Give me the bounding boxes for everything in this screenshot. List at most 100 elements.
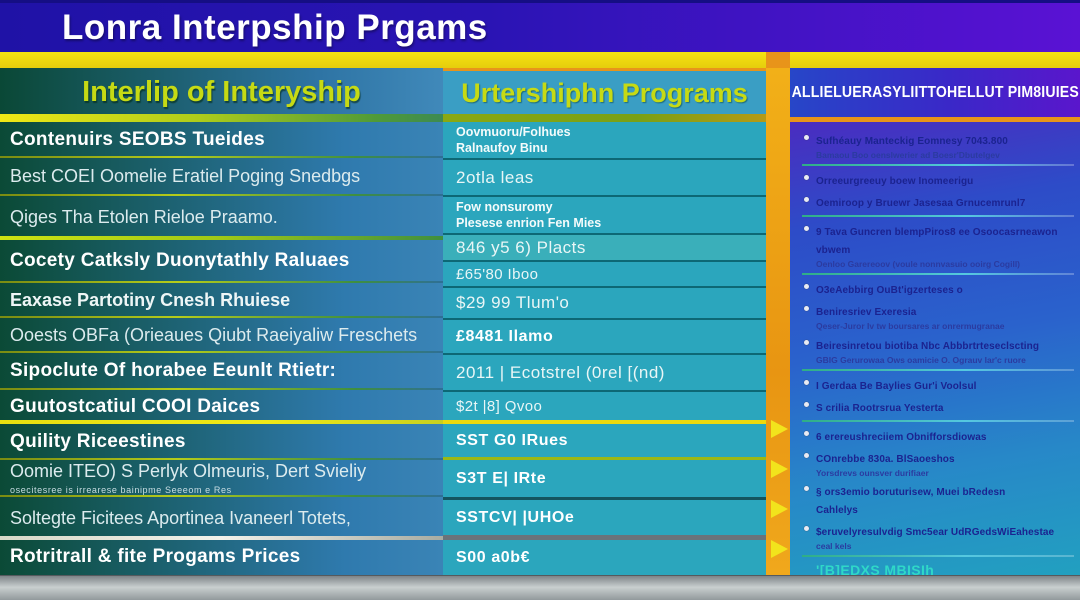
note-subtext: Qeser-Juror Iv tw boursares ar onrermugr… xyxy=(816,321,1005,332)
left-column-header-label: Interlip of Interyship xyxy=(82,75,361,108)
note-text: Beiresinretou biotiba Nbc Abbbrtrtesecls… xyxy=(816,340,1040,352)
note-text: COnrebbe 830a. BlSaoeshos xyxy=(816,453,955,465)
row-label: Contenuirs SEOBS Tueides xyxy=(10,128,265,150)
note-text: § ors3emio boruturisew, Muei bRedesn Cah… xyxy=(816,486,1006,516)
note-subtext: Yorsdrevs ounsver durifiaer xyxy=(816,467,929,478)
bullet-icon xyxy=(804,197,809,203)
note-item: Sufhéauy Manteckig Eomnesy 7043.800 Bama… xyxy=(802,131,1074,160)
table-row: Qiges Tha Etolen Rieloe Praamo. xyxy=(0,196,443,240)
table-cell: Fow nonsuromy Plesese enrion Fen Mies xyxy=(443,197,766,235)
bullet-icon xyxy=(804,379,809,385)
note-item: S crilia Rootrsrua Yesterta xyxy=(802,398,1074,416)
table-cell: 846 y5 6) Placts xyxy=(443,235,766,262)
note-item: 6 erereushreciiem Obnifforsdiowas xyxy=(802,427,1074,445)
table-cell: $2t |8] Qvoo xyxy=(443,392,766,424)
table-row: Cocety Catksly Duonytathly Raluaes xyxy=(0,240,443,283)
note-divider xyxy=(802,368,1074,371)
table-cell: £65'80 Iboo xyxy=(443,262,766,288)
table-row: Guutostcatiul COOI Daices xyxy=(0,390,443,424)
note-item: Orreeurgreeuy boew Inomeerigu xyxy=(802,171,1074,189)
note-text: Orreeurgreeuy boew Inomeerigu xyxy=(816,176,974,188)
header-underline-stripe xyxy=(443,114,766,122)
bullet-icon xyxy=(804,284,809,290)
middle-column-header-label: Urtershiphn Programs xyxy=(461,78,748,108)
row-label: Guutostcatiul COOI Daices xyxy=(10,395,261,417)
cell-value: $2t |8] Qvoo xyxy=(456,397,543,415)
bullet-icon xyxy=(804,175,809,181)
arrow-right-icon xyxy=(771,460,788,478)
row-label: Rotritrall & fite Progams Prices xyxy=(10,546,301,568)
table-cell: 2011 | Ecotstrel (0rel [(nd) xyxy=(443,355,766,392)
note-item-highlight: '[B]EDXS MBISIh FODSXMNTEKBNZS xyxy=(802,562,1074,575)
arrow-right-icon xyxy=(771,420,788,438)
table-cell: S00 a0b€ xyxy=(443,540,766,575)
bullet-icon xyxy=(804,339,809,345)
bullet-icon xyxy=(804,452,809,458)
table-body: Interlip of Interyship Contenuirs SEOBS … xyxy=(0,68,1080,575)
note-item: Beiresinretou biotiba Nbc Abbbrtrtesecls… xyxy=(802,336,1074,365)
note-item: Oemiroop y Bruewr Jasesaa Grnucemrunl7 xyxy=(802,193,1074,211)
cell-value: 846 y5 6) Placts xyxy=(456,237,586,257)
note-divider xyxy=(802,164,1074,167)
table-cell: SST G0 IRues xyxy=(443,424,766,460)
cell-value: $29 99 Tlum'o xyxy=(456,293,570,312)
bullet-icon xyxy=(804,401,809,407)
note-text: 9 Tava Guncren blempPiros8 ee Osoocasrne… xyxy=(816,227,1058,257)
note-text: Oemiroop y Bruewr Jasesaa Grnucemrunl7 xyxy=(816,198,1026,210)
row-label: Eaxase Partotiny Cnesh Rhuiese xyxy=(10,289,291,310)
note-text: $eruvelyresulvdig Smc5ear UdRGedsWiEahes… xyxy=(816,526,1055,538)
title-bar: Lonra Interpship Prgams xyxy=(0,0,1080,52)
table-cell: $29 99 Tlum'o xyxy=(443,288,766,320)
row-label: Sipoclute Of horabee Eeunlt Rtietr: xyxy=(10,360,337,382)
arrow-right-icon xyxy=(771,500,788,518)
table-cell: £8481 Ilamo xyxy=(443,320,766,355)
note-subtext: ceal kels xyxy=(816,540,852,551)
note-text: S crilia Rootrsrua Yesterta xyxy=(816,402,944,414)
note-text: 6 erereushreciiem Obnifforsdiowas xyxy=(816,431,987,443)
table-row: Rotritrall & fite Progams Prices xyxy=(0,540,443,575)
column-notes: ALLIELUERASYLIITTOHELLUT PIM8IUIES Sufhé… xyxy=(790,68,1080,575)
note-text: O3eAebbirg OuBt'igzerteses o xyxy=(816,285,963,297)
cell-value: 2otla leas xyxy=(456,167,534,187)
note-text: Beniresriev Exeresia xyxy=(816,307,917,319)
note-subtext: Bamaou Boo oenslwerier ad Boesr'Dbutelge… xyxy=(816,150,1000,160)
bullet-icon xyxy=(804,226,809,232)
right-column-header-label: ALLIELUERASYLIITTOHELLUT PIM8IUIES xyxy=(791,83,1079,101)
cell-value: SST G0 IRues xyxy=(456,431,569,449)
row-label: Soltegte Ficitees Aportinea Ivaneerl Tot… xyxy=(10,507,351,528)
note-item: 9 Tava Guncren blempPiros8 ee Osoocasrne… xyxy=(802,222,1074,269)
note-item: I Gerdaa Be Baylies Gur'i Voolsul xyxy=(802,376,1074,394)
row-label: Ooests OBFa (Orieaues Qiubt Raeiyaliw Fr… xyxy=(10,324,418,345)
page-title: Lonra Interpship Prgams xyxy=(62,7,488,47)
bullet-icon xyxy=(804,525,809,531)
row-label: Quility Riceestines xyxy=(10,430,186,452)
table-row: Sipoclute Of horabee Eeunlt Rtietr: xyxy=(0,353,443,390)
table-row: Oomie ITEO) S Perlyk Olmeuris, Dert Svie… xyxy=(0,460,443,497)
cell-value: £65'80 Iboo xyxy=(456,265,539,283)
column-program-details: Urtershiphn Programs Oovmuoru/Folhues Ra… xyxy=(443,68,766,575)
note-item: § ors3emio boruturisew, Muei bRedesn Cah… xyxy=(802,482,1074,518)
header-underline-stripe xyxy=(0,114,443,122)
row-label: Oomie ITEO) S Perlyk Olmeuris, Dert Svie… xyxy=(10,461,367,482)
table-cell: SSTCV| |UHOe xyxy=(443,500,766,540)
bullet-icon xyxy=(804,430,809,436)
top-accent-stripe xyxy=(0,52,1080,68)
bullet-icon xyxy=(804,135,809,140)
note-item: COnrebbe 830a. BlSaoeshos Yorsdrevs ouns… xyxy=(802,449,1074,478)
column-program-names: Interlip of Interyship Contenuirs SEOBS … xyxy=(0,68,443,575)
note-item: $eruvelyresulvdig Smc5ear UdRGedsWiEahes… xyxy=(802,522,1074,551)
row-label: Best COEI Oomelie Eratiel Poging Snedbgs xyxy=(10,166,361,187)
table-row: Contenuirs SEOBS Tueides xyxy=(0,122,443,158)
note-subtext: GBIG Gerurowaa Ows oamicie O. Ograuv lar… xyxy=(816,354,1026,365)
note-item: Beniresriev Exeresia Qeser-Juror Iv tw b… xyxy=(802,302,1074,331)
arrow-right-icon xyxy=(771,540,788,558)
note-divider xyxy=(802,273,1074,276)
note-text: '[B]EDXS MBISIh FODSXMNTEKBNZS xyxy=(816,562,935,575)
note-divider xyxy=(802,555,1074,558)
cell-value: S3T E| IRte xyxy=(456,469,547,487)
cell-value: SSTCV| |UHOe xyxy=(456,508,575,526)
table-cell: 2otla leas xyxy=(443,160,766,197)
divider-accent-block xyxy=(766,52,790,68)
bullet-icon xyxy=(804,485,809,491)
right-column-header: ALLIELUERASYLIITTOHELLUT PIM8IUIES xyxy=(790,68,1080,122)
